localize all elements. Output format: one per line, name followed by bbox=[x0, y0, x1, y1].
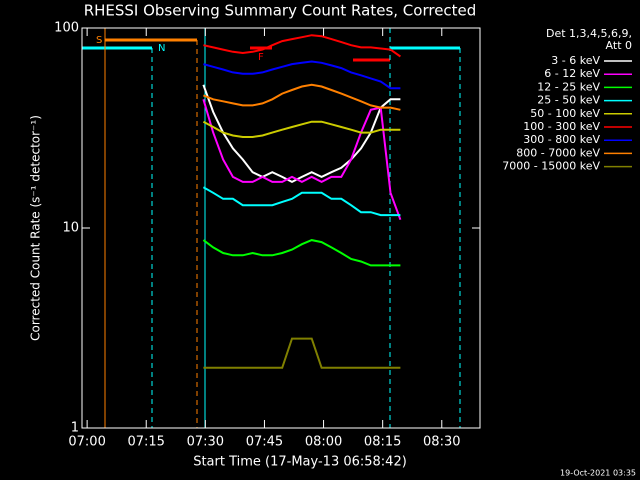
series-line bbox=[202, 84, 401, 184]
annotation: S bbox=[96, 35, 102, 46]
series-line bbox=[203, 337, 401, 369]
legend-label: 3 - 6 keV bbox=[551, 54, 600, 67]
annotation: F bbox=[258, 52, 264, 63]
chart-title: RHESSI Observing Summary Count Rates, Co… bbox=[84, 2, 477, 20]
legend-label: 6 - 12 keV bbox=[544, 67, 600, 80]
series-line bbox=[202, 186, 401, 217]
x-tick-label: 07:15 bbox=[127, 435, 164, 450]
legend-label: 7000 - 15000 keV bbox=[502, 160, 600, 173]
flags bbox=[82, 28, 461, 428]
legend-label: 12 - 25 keV bbox=[537, 80, 600, 93]
series-line bbox=[202, 99, 402, 221]
y-tick-label: 10 bbox=[62, 221, 79, 236]
legend-label: 800 - 7000 keV bbox=[516, 146, 600, 159]
y-tick-label: 1 bbox=[71, 421, 79, 436]
legend-label: 100 - 300 keV bbox=[523, 120, 600, 133]
x-tick-label: 07:45 bbox=[246, 435, 283, 450]
series-line bbox=[203, 83, 401, 111]
legend-header: Det 1,3,4,5,6,9, bbox=[546, 27, 632, 40]
x-tick-label: 08:30 bbox=[423, 435, 460, 450]
series-line bbox=[203, 60, 401, 90]
legend-label: 300 - 800 keV bbox=[523, 133, 600, 146]
x-tick-label: 08:00 bbox=[305, 435, 342, 450]
x-tick-label: 08:15 bbox=[364, 435, 401, 450]
x-tick-label: 07:00 bbox=[68, 435, 105, 450]
x-axis-label: Start Time (17-May-13 06:58:42) bbox=[193, 455, 407, 470]
y-tick-label: 100 bbox=[54, 21, 79, 36]
series-line bbox=[202, 239, 401, 267]
annotation: N bbox=[158, 43, 165, 54]
footer: 19-Oct-2021 03:35 bbox=[560, 469, 636, 478]
series-line bbox=[202, 120, 401, 138]
x-tick-label: 07:30 bbox=[187, 435, 224, 450]
legend-label: 25 - 50 keV bbox=[537, 94, 600, 107]
y-axis-label: Corrected Count Rate (s⁻¹ detector⁻¹) bbox=[29, 115, 43, 341]
legend-header: Att 0 bbox=[606, 39, 632, 52]
series-line bbox=[203, 34, 401, 58]
legend-label: 50 - 100 keV bbox=[530, 107, 600, 120]
